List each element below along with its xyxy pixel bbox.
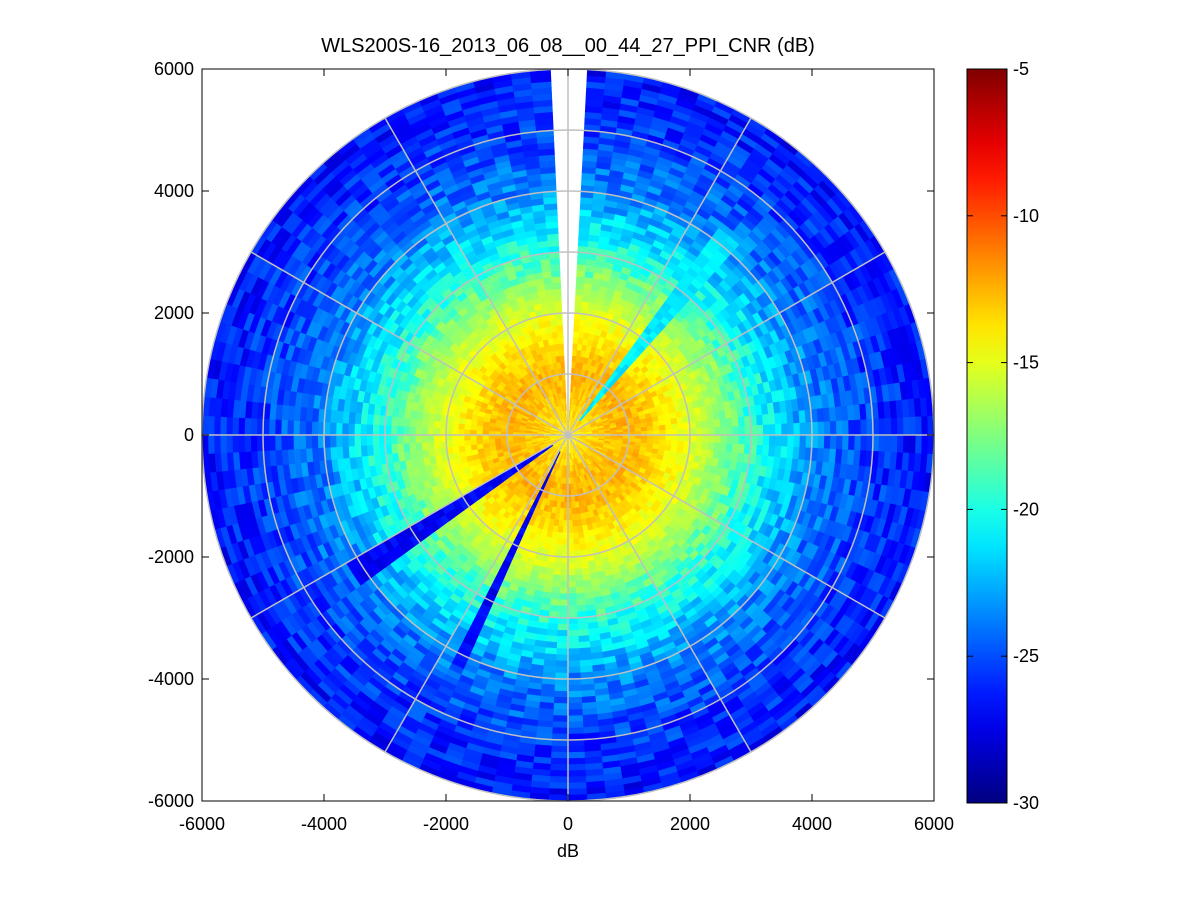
x-tick-label: 4000	[792, 814, 832, 834]
radial-gridline	[384, 117, 569, 436]
y-tick-label: 4000	[154, 181, 194, 201]
colorbar-frame	[966, 68, 1008, 804]
x-tick-label: 6000	[914, 814, 954, 834]
radial-gridline	[384, 434, 569, 753]
radial-gridline	[567, 251, 886, 436]
colorbar-tick-label: -10	[1013, 206, 1039, 226]
y-tick-label: 2000	[154, 303, 194, 323]
colorbar-tick-label: -20	[1013, 499, 1039, 519]
x-tick-label: -4000	[301, 814, 347, 834]
chart-title: WLS200S-16_2013_06_08__00_44_27_PPI_CNR …	[321, 35, 815, 57]
x-tick-label: -6000	[179, 814, 225, 834]
x-tick-label: 2000	[670, 814, 710, 834]
x-axis: -6000 -4000 -2000 0 2000 4000 6000	[179, 69, 954, 834]
colorbar-tick-label: -25	[1013, 646, 1039, 666]
colorbar-tick-label: -30	[1013, 793, 1039, 813]
y-tick-label: 0	[184, 425, 194, 445]
colorbar-tick-label: -5	[1013, 59, 1029, 79]
colorbar-gradient	[967, 69, 1007, 803]
polar-grid	[202, 69, 934, 801]
radial-gridline	[250, 434, 569, 619]
y-tick-label: 6000	[154, 59, 194, 79]
colorbar: -5 -10 -15 -20 -25 -30	[966, 59, 1039, 813]
y-tick-label: -4000	[148, 669, 194, 689]
radial-gridline	[250, 251, 569, 436]
radial-gridline	[567, 434, 752, 753]
y-axis: -6000 -4000 -2000 0 2000 4000 6000	[148, 59, 934, 811]
x-axis-label: dB	[557, 841, 579, 861]
ppi-image	[202, 69, 934, 801]
y-tick-label: -2000	[148, 547, 194, 567]
radial-gridline	[567, 117, 752, 436]
y-tick-label: -6000	[148, 791, 194, 811]
radial-gridline	[567, 434, 886, 619]
colorbar-tick-label: -15	[1013, 353, 1039, 373]
x-tick-label: 0	[563, 814, 573, 834]
x-tick-label: -2000	[423, 814, 469, 834]
